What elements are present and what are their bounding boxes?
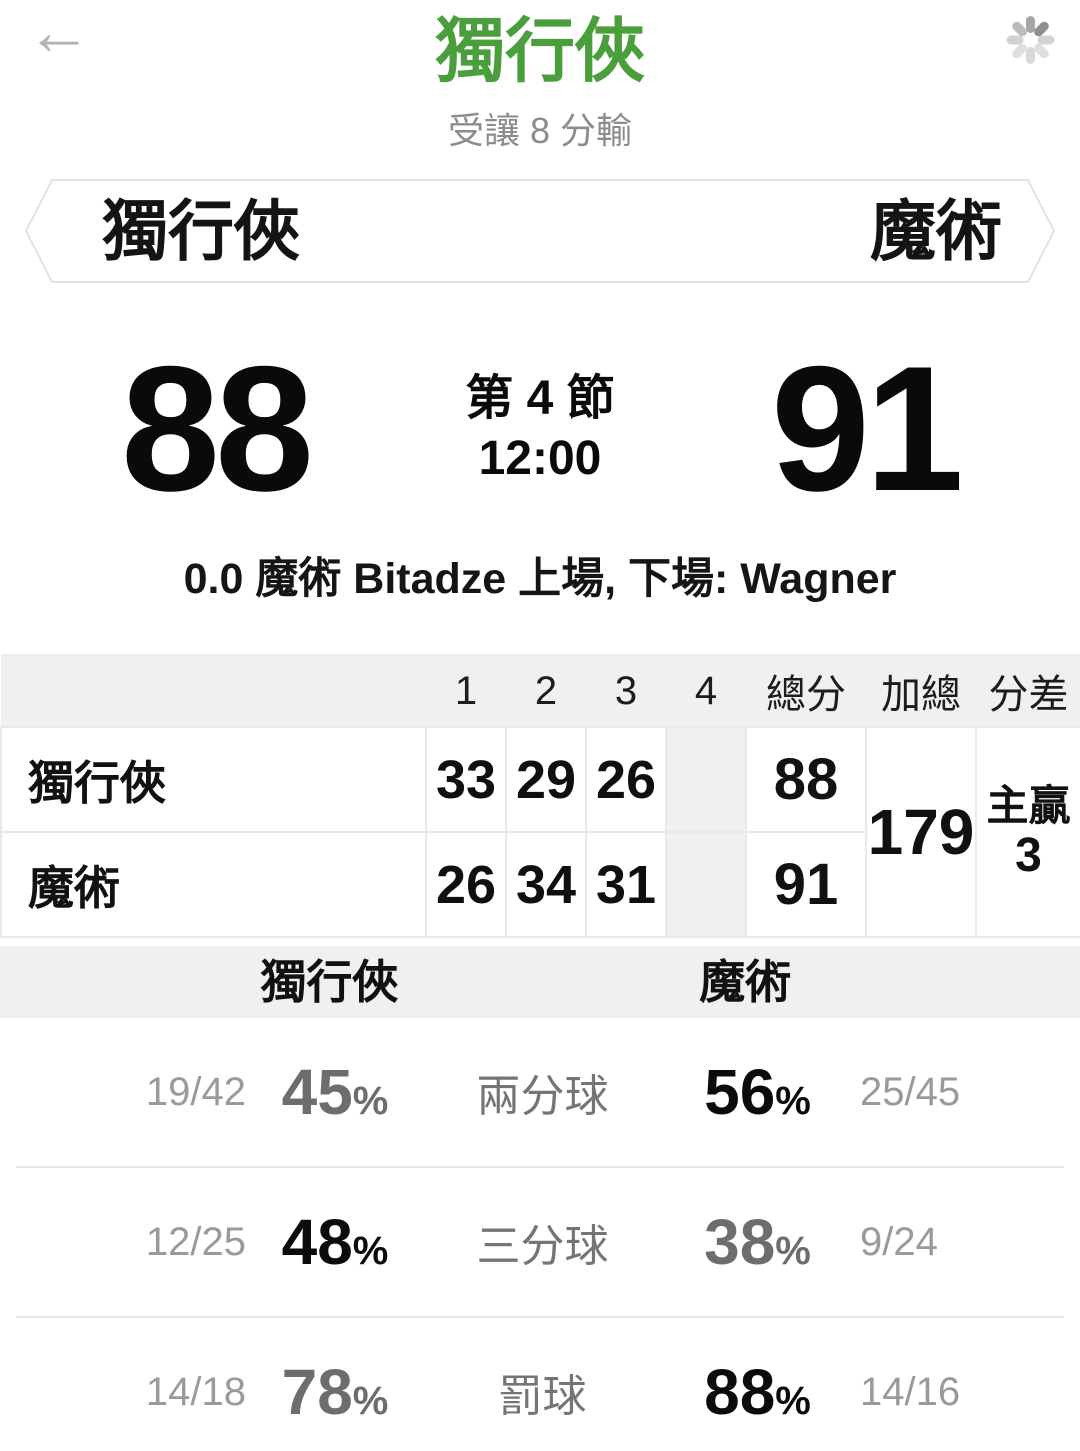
shooting-stats: 19/42 45% 兩分球 56% 25/45 12/25 48% 三分球 38…: [0, 1018, 1080, 1451]
home-score: 88: [121, 329, 314, 528]
table-row-home: 獨行俠 33 29 26 88 179 主贏 3: [0, 726, 1080, 938]
app-header: ← 獨行俠 受讓 8 分輸: [0, 0, 1080, 178]
home-made-attempted: 19/42: [145, 1069, 246, 1114]
away-total: 91: [745, 831, 867, 938]
stat-label: 罰球: [498, 1372, 587, 1421]
table-header-row: 1 2 3 4 總分 加總 分差: [1, 655, 1080, 727]
latest-event-text: 0.0 魔術 Bitadze 上場, 下場: Wagner: [183, 555, 897, 603]
period-label: 第 4 節: [465, 372, 615, 425]
away-percentage: 88%: [704, 1356, 811, 1428]
home-percentage: 45%: [281, 1056, 389, 1128]
home-total: 88: [745, 726, 867, 833]
home-percentage: 48%: [281, 1206, 389, 1278]
header-combined: 加總: [866, 655, 976, 727]
header-q2: 2: [506, 655, 586, 727]
away-team-name: 魔術: [0, 831, 427, 938]
home-team-name: 獨行俠: [0, 726, 427, 833]
page-title: 獨行俠: [435, 12, 645, 90]
header-q4: 4: [666, 655, 746, 727]
away-made-attempted: 25/45: [860, 1069, 961, 1114]
stat-row-free-throws: 14/18 78% 罰球 88% 14/16: [0, 1318, 1080, 1451]
home-q2: 29: [505, 726, 587, 833]
stats-away-team-label: 魔術: [699, 956, 792, 1008]
stat-label: 兩分球: [476, 1072, 609, 1121]
margin-cell: 主贏 3: [975, 726, 1080, 938]
stats-divider: [16, 1166, 1064, 1168]
stats-home-team-label: 獨行俠: [260, 956, 399, 1008]
scoreboard: 88 第 4 節 12:00 91: [0, 340, 1080, 518]
banner-chevron-outline: [24, 179, 1056, 283]
away-q2: 34: [505, 831, 587, 938]
header-q1: 1: [426, 655, 506, 727]
stat-row-two-pointers: 19/42 45% 兩分球 56% 25/45: [0, 1018, 1080, 1166]
home-q1: 33: [425, 726, 507, 833]
away-score: 91: [771, 329, 964, 528]
quarter-score-table: 1 2 3 4 總分 加總 分差 獨行俠 33 29 26 88 179 主贏 …: [0, 654, 1080, 938]
header-team-blank: [1, 655, 426, 727]
away-percentage: 38%: [704, 1206, 811, 1278]
away-made-attempted: 9/24: [860, 1219, 938, 1264]
loading-spinner-icon: [1000, 10, 1060, 70]
handicap-subtitle: 受讓 8 分輸: [447, 109, 633, 151]
home-made-attempted: 14/18: [145, 1369, 246, 1414]
home-q4: [665, 726, 747, 833]
header-q3: 3: [586, 655, 666, 727]
header-margin: 分差: [976, 655, 1080, 727]
header-total: 總分: [746, 655, 866, 727]
margin-label: 主贏: [986, 781, 1071, 829]
away-q1: 26: [425, 831, 507, 938]
away-q4: [665, 831, 747, 938]
combined-total: 179: [865, 726, 977, 938]
banner-away-team[interactable]: 魔術: [870, 194, 1002, 268]
margin-value: 3: [1015, 828, 1042, 882]
stat-row-three-pointers: 12/25 48% 三分球 38% 9/24: [0, 1168, 1080, 1316]
game-clock: 12:00: [478, 432, 602, 485]
banner-home-team[interactable]: 獨行俠: [102, 194, 300, 268]
home-q3: 26: [585, 726, 667, 833]
table-row-away: 魔術 26 34 31 91: [0, 831, 1080, 938]
away-q3: 31: [585, 831, 667, 938]
stats-divider: [16, 1316, 1064, 1318]
home-percentage: 78%: [281, 1356, 389, 1428]
stats-team-bar: 獨行俠 魔術: [0, 946, 1080, 1018]
period-clock: 第 4 節 12:00: [430, 369, 650, 489]
stat-label: 三分球: [476, 1222, 609, 1271]
back-arrow-icon[interactable]: ←: [26, 0, 92, 68]
away-percentage: 56%: [704, 1056, 811, 1128]
home-made-attempted: 12/25: [145, 1219, 246, 1264]
matchup-banner: 獨行俠 魔術: [0, 178, 1080, 284]
away-made-attempted: 14/16: [860, 1369, 961, 1414]
